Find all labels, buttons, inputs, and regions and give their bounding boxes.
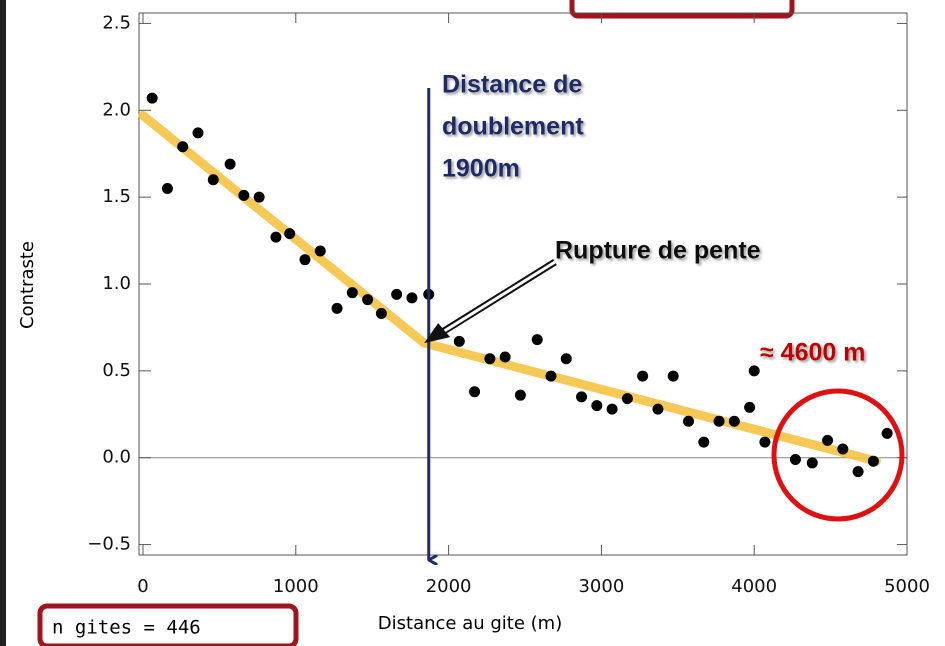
point (484, 353, 496, 365)
point (744, 401, 756, 413)
x-tick-label: 2000 (426, 576, 472, 597)
y-tick-label: 0.0 (102, 447, 131, 468)
y-tick-label: 2.0 (102, 99, 131, 120)
point (591, 400, 603, 412)
y-tick-label: 1.5 (102, 186, 131, 207)
point (514, 389, 526, 401)
point (822, 434, 834, 446)
point (881, 427, 893, 439)
point (177, 141, 189, 153)
y-tick-label: 0.5 (102, 360, 131, 381)
point (207, 174, 219, 186)
point (314, 245, 326, 257)
point (576, 391, 588, 403)
point (469, 386, 481, 398)
y-tick-label: 1.0 (102, 273, 131, 294)
x-axis-label: Distance au gite (m) (378, 613, 562, 634)
doubling-label: 1900m (442, 155, 520, 183)
break-arrow (435, 260, 556, 338)
point (406, 292, 418, 304)
x-tick-label: 4000 (731, 576, 777, 597)
x-tick-label: 3000 (578, 576, 624, 597)
point (606, 403, 618, 415)
point (391, 288, 403, 300)
point (224, 158, 236, 170)
point (852, 466, 864, 478)
point (698, 436, 710, 448)
point (713, 415, 725, 427)
point (146, 92, 158, 104)
break-label: Rupture de pente (555, 237, 761, 265)
point (375, 308, 387, 320)
point (759, 436, 771, 448)
highlight-box (569, 0, 795, 19)
point (637, 370, 649, 382)
point (270, 231, 282, 243)
y-tick-label: −0.5 (87, 534, 131, 555)
point (545, 370, 557, 382)
count-label: n gites = 446 (52, 617, 201, 639)
point (346, 287, 358, 299)
point (728, 415, 740, 427)
y-tick-label: 2.5 (102, 12, 131, 33)
point (499, 351, 511, 363)
count-box (37, 603, 299, 646)
x-tick-label: 5000 (884, 576, 930, 597)
point (682, 415, 694, 427)
point (621, 393, 633, 405)
point (837, 443, 849, 455)
point (453, 335, 465, 347)
break-arrow-head (424, 323, 451, 344)
distance-circle (771, 388, 905, 522)
point (331, 302, 343, 314)
y-axis-label: Contraste (17, 241, 38, 329)
x-tick-label: 0 (137, 576, 148, 597)
point (299, 254, 311, 266)
point (652, 403, 664, 415)
x-tick-label: 1000 (273, 576, 319, 597)
point (362, 294, 374, 306)
point (284, 228, 296, 240)
point (531, 334, 543, 346)
point (238, 189, 250, 201)
point (867, 455, 879, 467)
point (253, 191, 265, 203)
point (667, 370, 679, 382)
left-edge (0, 0, 6, 646)
point (748, 365, 760, 377)
point (192, 127, 204, 139)
point (806, 457, 818, 469)
doubling-label: doublement (442, 113, 584, 141)
doubling-label: Distance de (442, 71, 582, 99)
point (560, 353, 572, 365)
point (161, 182, 173, 194)
point (789, 453, 801, 465)
distance-label: ≈ 4600 m (760, 339, 865, 367)
